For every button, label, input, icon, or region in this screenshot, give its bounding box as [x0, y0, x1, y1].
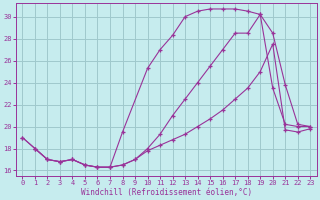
- X-axis label: Windchill (Refroidissement éolien,°C): Windchill (Refroidissement éolien,°C): [81, 188, 252, 197]
